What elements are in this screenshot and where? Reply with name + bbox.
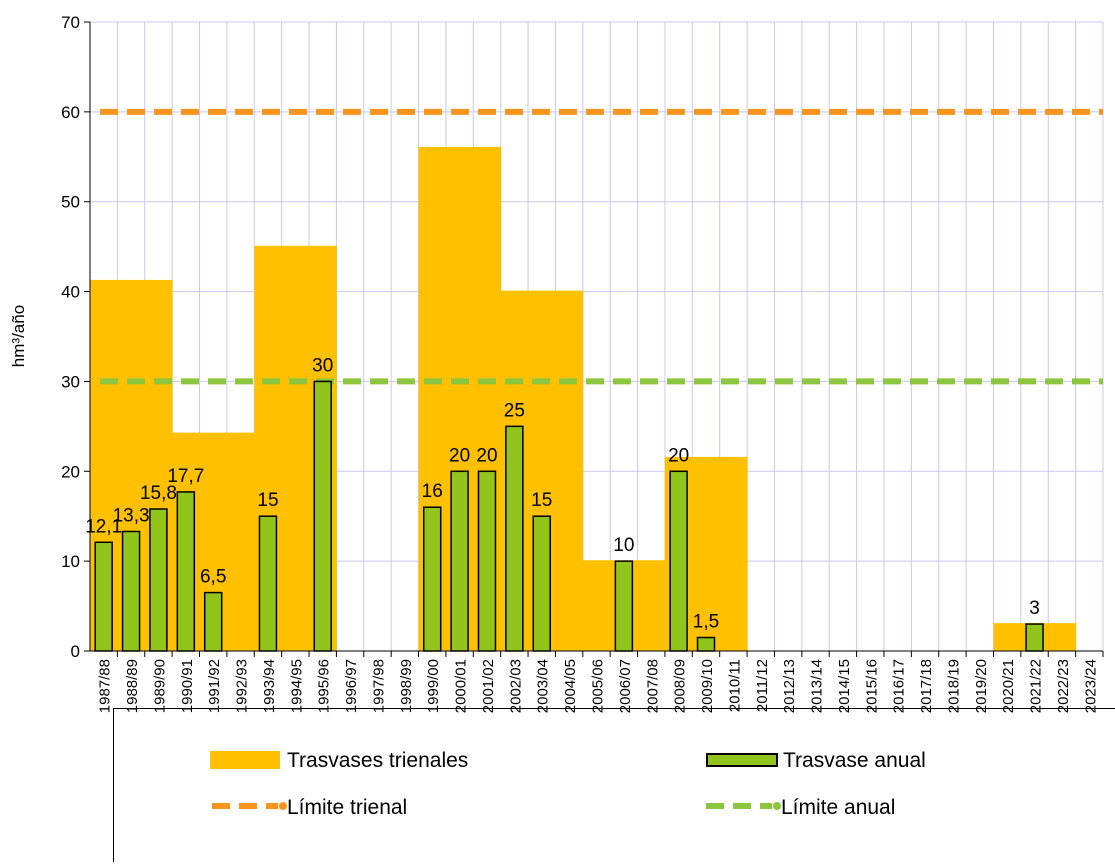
y-axis-label: hm³/año	[9, 305, 28, 367]
legend-label: Trasvase anual	[783, 749, 926, 772]
x-tick-label: 1999/00	[425, 659, 442, 713]
x-tick-label: 1988/89	[124, 659, 141, 713]
x-tick-label: 1997/98	[370, 659, 387, 713]
y-tick-label: 70	[61, 13, 80, 32]
legend-swatch	[210, 751, 280, 769]
annual-bar	[314, 381, 331, 651]
data-label: 20	[668, 445, 689, 466]
legend-label: Límite trienal	[287, 796, 407, 819]
x-tick-label: 1987/88	[97, 659, 114, 713]
annual-bar	[670, 471, 687, 651]
legend-marker	[773, 802, 781, 810]
x-tick-label: 2011/12	[754, 659, 771, 712]
x-tick-label: 2017/18	[918, 659, 935, 713]
y-tick-label: 50	[61, 193, 80, 212]
x-tick-label: 1996/97	[343, 659, 360, 713]
data-label: 20	[476, 445, 497, 466]
x-tick-label: 2009/10	[699, 659, 716, 713]
x-tick-label: 2015/16	[863, 659, 880, 713]
x-tick-label: 2023/24	[1082, 659, 1099, 713]
legend-box	[114, 709, 1115, 863]
x-tick-label: 2016/17	[891, 659, 908, 713]
annual-bar	[478, 471, 495, 651]
data-label: 10	[613, 535, 634, 556]
triennial-area	[638, 560, 666, 651]
legend-label: Límite anual	[781, 796, 895, 819]
data-label: 15	[531, 490, 552, 511]
annual-bar	[259, 516, 276, 651]
x-tick-label: 2010/11	[726, 659, 743, 712]
data-label: 15	[257, 490, 278, 511]
x-tick-label: 2008/09	[672, 659, 689, 713]
x-tick-label: 1991/92	[206, 659, 223, 713]
x-tick-label: 2007/08	[644, 659, 661, 713]
x-tick-label: 2004/05	[562, 659, 579, 713]
triennial-area	[583, 560, 611, 651]
data-label: 13,3	[113, 505, 150, 526]
x-tick-label: 2022/23	[1055, 659, 1072, 713]
annual-bar	[451, 471, 468, 651]
x-tick-label: 1989/90	[151, 659, 168, 713]
x-tick-label: 2020/21	[1000, 659, 1017, 713]
annual-bar	[615, 561, 632, 651]
annual-bar	[424, 507, 441, 651]
x-tick-label: 2019/20	[973, 659, 990, 713]
x-tick-label: 1992/93	[234, 659, 251, 713]
data-label: 30	[312, 355, 333, 376]
triennial-area	[720, 457, 748, 651]
annual-bar	[506, 426, 523, 651]
x-tick-label: 2000/01	[453, 659, 470, 713]
x-tick-label: 2003/04	[535, 659, 552, 713]
y-tick-label: 0	[71, 642, 80, 661]
legend-label: Trasvases trienales	[287, 749, 468, 772]
x-tick-label: 2001/02	[480, 659, 497, 713]
annual-bar	[698, 638, 715, 651]
data-label: 25	[504, 400, 525, 421]
legend-marker	[279, 802, 287, 810]
data-label: 1,5	[693, 612, 719, 633]
triennial-area	[1048, 623, 1076, 651]
x-tick-label: 1995/96	[316, 659, 333, 713]
x-tick-label: 2014/15	[836, 659, 853, 713]
triennial-area	[993, 623, 1021, 651]
annual-bar	[205, 593, 222, 651]
annual-bar	[123, 531, 140, 651]
y-tick-label: 30	[61, 372, 80, 391]
y-tick-label: 40	[61, 283, 80, 302]
data-label: 6,5	[200, 567, 226, 588]
y-tick-label: 10	[61, 552, 80, 571]
annual-bar	[95, 542, 112, 651]
annual-bar	[150, 509, 167, 651]
data-label: 3	[1029, 598, 1040, 619]
x-tick-label: 2005/06	[590, 659, 607, 713]
triennial-area	[227, 433, 255, 651]
data-label: 16	[422, 481, 443, 502]
x-tick-label: 2006/07	[617, 659, 634, 713]
y-tick-label: 60	[61, 103, 80, 122]
annual-bar	[533, 516, 550, 651]
annual-bar	[177, 492, 194, 651]
triennial-area	[282, 246, 310, 651]
x-tick-label: 2018/19	[945, 659, 962, 713]
x-tick-label: 1990/91	[179, 659, 196, 713]
x-tick-label: 2021/22	[1028, 659, 1045, 713]
data-label: 17,7	[167, 466, 204, 487]
data-label: 20	[449, 445, 470, 466]
x-tick-label: 1994/95	[288, 659, 305, 713]
x-tick-label: 2013/14	[809, 659, 826, 713]
triennial-area	[555, 291, 583, 651]
x-tick-label: 1993/94	[261, 659, 278, 713]
legend-swatch	[707, 754, 777, 766]
x-tick-label: 2012/13	[781, 659, 798, 713]
y-tick-label: 20	[61, 462, 80, 481]
annual-bar	[1026, 624, 1043, 651]
x-tick-label: 1998/99	[398, 659, 415, 713]
x-tick-label: 2002/03	[507, 659, 524, 713]
